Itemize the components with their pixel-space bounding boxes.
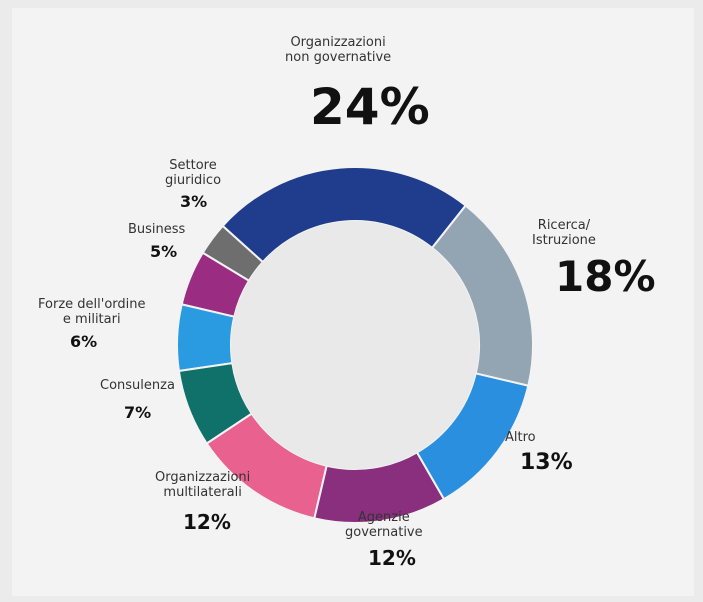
value-label: 24% [310, 78, 430, 136]
segment-label: Ricerca/ Istruzione [532, 218, 596, 248]
value-label: 7% [124, 403, 152, 422]
value-label: 3% [180, 192, 208, 211]
segment-label: Altro [505, 430, 536, 445]
donut-segment [176, 303, 236, 373]
value-label: 12% [183, 510, 231, 534]
segment-label: Consulenza [100, 378, 175, 393]
segment-label: Business [128, 222, 186, 237]
value-label: 6% [70, 332, 98, 351]
segment-label: Settore giuridico [165, 158, 222, 188]
segment-label: Forze dell'ordine e militari [38, 297, 146, 327]
segment-label: Organizzazioni non governative [285, 35, 392, 65]
value-label: 13% [520, 450, 573, 475]
value-label: 5% [150, 242, 178, 261]
value-label: 12% [368, 546, 416, 570]
value-label: 18% [555, 252, 656, 301]
segment-label: Organizzazioni multilaterali [155, 470, 251, 500]
donut-hole [231, 221, 479, 469]
segment-label: Agenzie governative [345, 510, 423, 540]
donut-segment [205, 412, 328, 520]
